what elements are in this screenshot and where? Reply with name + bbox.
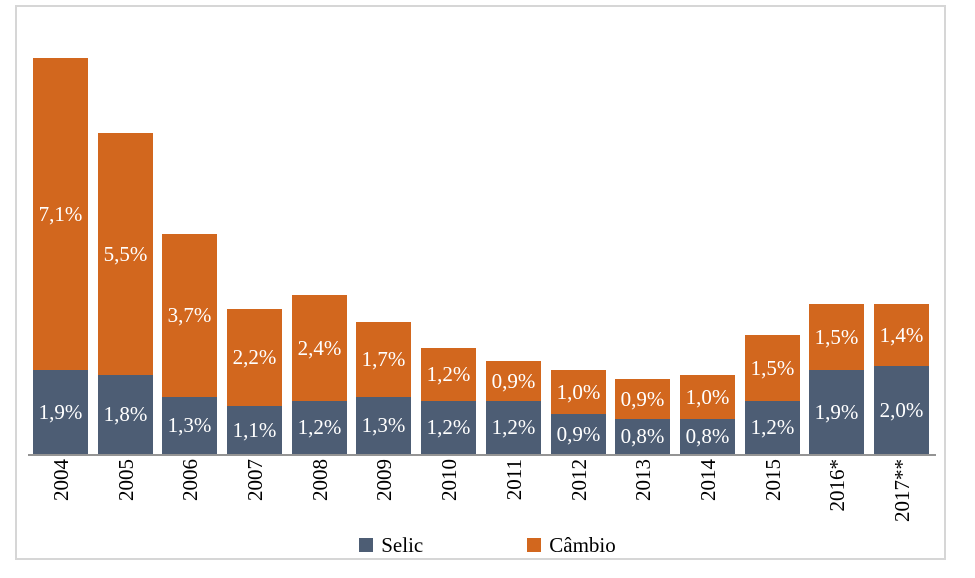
bar-value-label: 2,0% [879,397,924,422]
legend-item-selic: Selic [359,533,423,557]
bar-value-label: 1,5% [814,324,859,349]
bar-segment-selic-2006: 1,3% [162,397,217,454]
bar-value-label: 1,2% [426,415,471,439]
bar-value-label: 5,5% [103,241,148,266]
selic-swatch-icon [359,538,374,552]
bar-value-label: 1,9% [814,399,859,424]
bar-value-label: 0,8% [685,424,730,448]
legend-item-cambio: Câmbio [527,533,616,557]
x-tick-label-2006: 2006 [177,459,202,501]
bar-value-label: 0,9% [556,421,601,446]
bar-segment-selic-2012: 0,9% [551,414,606,454]
bar-value-label: 3,7% [167,303,212,327]
bar-value-label: 1,2% [426,362,471,386]
bar-segment-selic-2013: 0,8% [615,419,670,454]
x-tick-label-2011: 2011 [501,459,526,501]
x-tick-label-2008: 2008 [307,459,332,501]
bar-value-label: 2,2% [232,345,277,369]
x-tick-label-2015: 2015 [760,459,785,501]
bar-segment-cambio-2004: 7,1% [33,58,88,370]
x-axis-line [28,454,936,456]
x-tick-label-2009: 2009 [371,459,396,501]
x-tick-label-2007: 2007 [242,459,267,501]
bar-segment-cambio-2005: 5,5% [98,133,153,375]
x-tick-label-2004: 2004 [48,459,73,501]
bar-value-label: 1,9% [38,399,83,424]
bar-segment-selic-2007: 1,1% [227,406,282,454]
bar-segment-selic-2014: 0,8% [680,419,735,454]
chart-frame [15,5,946,560]
bar-segment-cambio-2016*: 1,5% [809,304,864,370]
bar-segment-selic-2004: 1,9% [33,370,88,454]
bar-segment-selic-2016*: 1,9% [809,370,864,454]
bar-value-label: 1,0% [685,384,730,409]
bar-segment-cambio-2006: 3,7% [162,234,217,397]
bar-value-label: 0,8% [620,424,665,448]
bar-value-label: 1,2% [491,415,536,439]
bar-segment-cambio-2012: 1,0% [551,370,606,414]
x-tick-label-2005: 2005 [113,459,138,501]
bar-segment-selic-2017**: 2,0% [874,366,929,454]
x-tick-label-2017**: 2017** [889,459,914,522]
cambio-swatch-icon [527,538,542,552]
bar-segment-cambio-2007: 2,2% [227,309,282,406]
bar-segment-selic-2010: 1,2% [421,401,476,454]
bar-value-label: 1,1% [232,417,277,442]
bar-segment-cambio-2009: 1,7% [356,322,411,397]
x-tick-label-2010: 2010 [436,459,461,501]
legend: Selic Câmbio [0,532,975,558]
bar-value-label: 1,2% [750,415,795,439]
bar-value-label: 1,2% [297,415,342,439]
legend-label-cambio: Câmbio [549,533,616,557]
bar-value-label: 1,8% [103,402,148,426]
legend-label-selic: Selic [381,533,424,557]
x-tick-label-2016*: 2016* [824,459,849,512]
bar-segment-cambio-2017**: 1,4% [874,304,929,366]
bar-value-label: 0,9% [620,386,665,411]
bar-segment-selic-2005: 1,8% [98,375,153,454]
bar-value-label: 7,1% [38,201,83,226]
bar-value-label: 1,4% [879,322,924,347]
bar-value-label: 1,3% [167,413,212,437]
x-tick-label-2013: 2013 [630,459,655,501]
bar-value-label: 0,9% [491,368,536,393]
bar-segment-cambio-2013: 0,9% [615,379,670,419]
bar-value-label: 1,3% [361,413,406,437]
bar-segment-cambio-2010: 1,2% [421,348,476,401]
bar-value-label: 2,4% [297,335,342,360]
x-tick-label-2012: 2012 [566,459,591,501]
bar-segment-selic-2011: 1,2% [486,401,541,454]
bar-segment-cambio-2008: 2,4% [292,295,347,401]
bar-segment-cambio-2014: 1,0% [680,375,735,419]
bar-segment-selic-2015: 1,2% [745,401,800,454]
x-tick-label-2014: 2014 [695,459,720,501]
bar-value-label: 1,5% [750,355,795,380]
bar-segment-selic-2009: 1,3% [356,397,411,454]
bar-value-label: 1,7% [361,347,406,371]
bar-segment-cambio-2011: 0,9% [486,361,541,401]
bar-segment-selic-2008: 1,2% [292,401,347,454]
bar-segment-cambio-2015: 1,5% [745,335,800,401]
bar-value-label: 1,0% [556,379,601,404]
